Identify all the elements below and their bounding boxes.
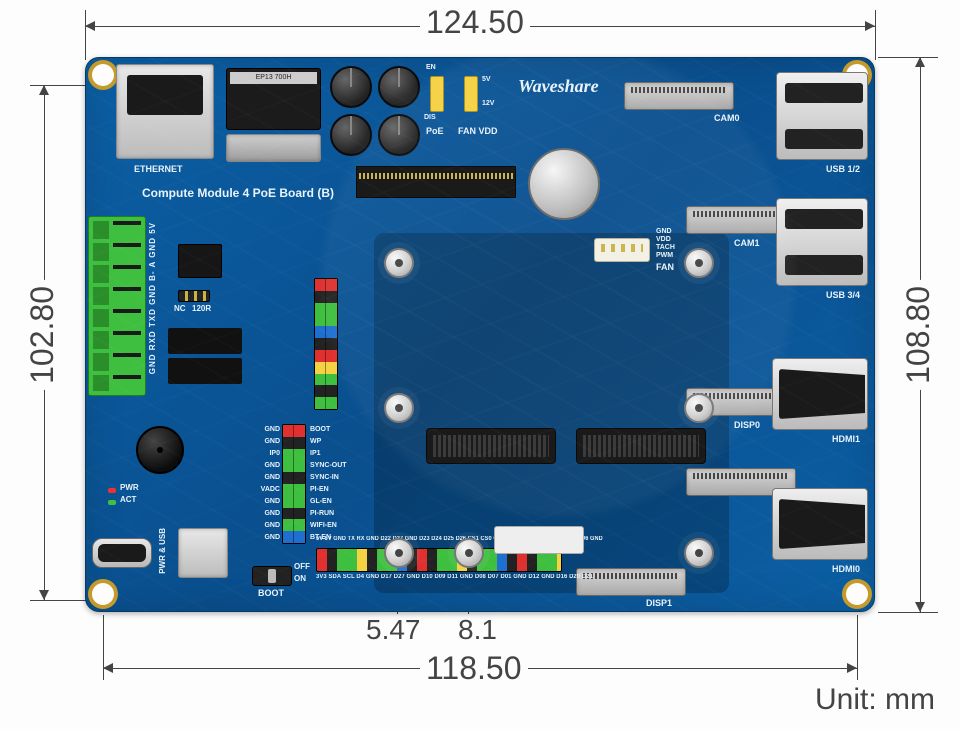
led-pwr bbox=[108, 488, 116, 493]
label-12v: 12V bbox=[482, 100, 494, 107]
standoff bbox=[384, 393, 414, 423]
dim-bottom-width: 118.50 bbox=[420, 650, 528, 687]
mount-hole bbox=[92, 583, 114, 605]
buzzer bbox=[136, 426, 184, 474]
gpio-color-header-2 bbox=[282, 424, 306, 544]
dim-hole-b: 8.1 bbox=[452, 614, 503, 646]
arrow-icon bbox=[915, 57, 925, 67]
standoff bbox=[684, 393, 714, 423]
arrow-icon bbox=[39, 85, 49, 95]
terminal-block bbox=[88, 216, 146, 396]
label-act: ACT bbox=[120, 495, 136, 504]
ext-line bbox=[875, 10, 876, 60]
dim-right-height: 108.80 bbox=[900, 280, 937, 390]
mount-hole bbox=[846, 583, 868, 605]
arrow-icon bbox=[865, 21, 875, 31]
standoff bbox=[454, 538, 484, 568]
shielded-inductor bbox=[226, 134, 321, 162]
unit-label: Unit: mm bbox=[815, 683, 935, 717]
ic bbox=[168, 328, 242, 354]
label-usb34: USB 3/4 bbox=[826, 290, 860, 300]
logo-waveshare: Waveshare bbox=[518, 76, 599, 97]
usb34-stack bbox=[776, 198, 868, 286]
capacitor bbox=[330, 66, 372, 108]
ic bbox=[178, 244, 222, 278]
nc-120r-header bbox=[178, 290, 210, 302]
rtc-battery bbox=[528, 148, 600, 220]
mpcie-slot bbox=[356, 166, 516, 198]
arrow-icon bbox=[85, 21, 95, 31]
label-pwr: PWR bbox=[120, 483, 139, 492]
label-fanvdd: FAN VDD bbox=[458, 126, 498, 136]
label-pwr-usb: PWR & USB bbox=[158, 528, 167, 574]
capacitor bbox=[330, 114, 372, 156]
poe-transformer: EP13 700H bbox=[226, 68, 321, 130]
mount-hole bbox=[92, 64, 114, 86]
label-nc: NC bbox=[174, 304, 186, 313]
label-on: ON bbox=[294, 574, 306, 583]
label-hdmi1: HDMI1 bbox=[832, 434, 860, 444]
label-disp0: DISP0 bbox=[734, 420, 760, 430]
ext-line bbox=[878, 57, 938, 58]
poe-jumper bbox=[430, 76, 444, 112]
cm4-mezz bbox=[426, 428, 556, 464]
label-cam1: CAM1 bbox=[734, 238, 760, 248]
gpio-color-header-1 bbox=[314, 278, 338, 410]
gpio-bottom-row: 3V3 SDA SCL D4 GND D17 D27 GND D10 D09 D… bbox=[316, 574, 593, 580]
arrow-icon bbox=[39, 590, 49, 600]
gpio-left-labels: GNDGNDIP0GNDGNDVADCGNDGNDGNDGND bbox=[194, 424, 280, 544]
board-title: Compute Module 4 PoE Board (B) bbox=[142, 186, 334, 200]
dim-top-width: 124.50 bbox=[420, 4, 530, 41]
label-terminal: GND RXD TXD GND B- A GND 5V bbox=[148, 222, 157, 374]
label-120r: 120R bbox=[192, 304, 211, 313]
cam0-ffc bbox=[624, 82, 734, 110]
arrow-icon bbox=[103, 663, 113, 673]
usbc-port bbox=[92, 538, 152, 568]
arrow-icon bbox=[915, 602, 925, 612]
label-hdmi0: HDMI0 bbox=[832, 564, 860, 574]
standoff bbox=[684, 538, 714, 568]
boot-switch bbox=[252, 566, 292, 586]
fan-connector bbox=[594, 238, 650, 262]
label-disp1: DISP1 bbox=[646, 598, 672, 608]
standoff bbox=[684, 248, 714, 278]
dim-left-height: 102.80 bbox=[24, 280, 61, 390]
ext-line bbox=[30, 600, 90, 601]
sd-slot bbox=[494, 526, 584, 554]
pcb-board: ETHERNET EP13 700H EN DIS PoE 5V 12V FAN… bbox=[85, 57, 875, 612]
label-fan: FAN bbox=[656, 262, 674, 272]
fanvdd-jumper bbox=[464, 76, 478, 112]
label-ethernet: ETHERNET bbox=[134, 164, 183, 174]
hdmi1-port bbox=[772, 358, 868, 430]
label-5v: 5V bbox=[482, 76, 491, 83]
label-en: EN bbox=[426, 64, 436, 71]
label-usb12: USB 1/2 bbox=[826, 164, 860, 174]
ext-line bbox=[857, 615, 858, 680]
usb12-stack bbox=[776, 72, 868, 160]
label-cam0: CAM0 bbox=[714, 113, 740, 123]
cm4-mezz bbox=[576, 428, 706, 464]
label-boot: BOOT bbox=[258, 588, 284, 598]
capacitor bbox=[378, 66, 420, 108]
label-fan-pins: GND VDD TACH PWM bbox=[656, 228, 675, 260]
capacitor bbox=[378, 114, 420, 156]
label-poe: PoE bbox=[426, 126, 444, 136]
ext-line bbox=[85, 10, 86, 60]
label-dis: DIS bbox=[424, 114, 436, 121]
arrow-icon bbox=[847, 663, 857, 673]
ethernet-jack bbox=[116, 64, 214, 159]
hdmi0-port bbox=[772, 488, 868, 560]
gpio-right-labels: BOOTWPIP1SYNC-OUTSYNC-INPI-ENGL-ENPI-RUN… bbox=[310, 424, 370, 544]
ic bbox=[168, 358, 242, 384]
ext-line bbox=[878, 612, 938, 613]
dim-hole-a: 5.47 bbox=[360, 614, 427, 646]
disp1-ffc bbox=[576, 568, 686, 596]
standoff bbox=[384, 248, 414, 278]
standoff bbox=[384, 538, 414, 568]
led-act bbox=[108, 500, 116, 505]
label-off: OFF bbox=[294, 562, 310, 571]
